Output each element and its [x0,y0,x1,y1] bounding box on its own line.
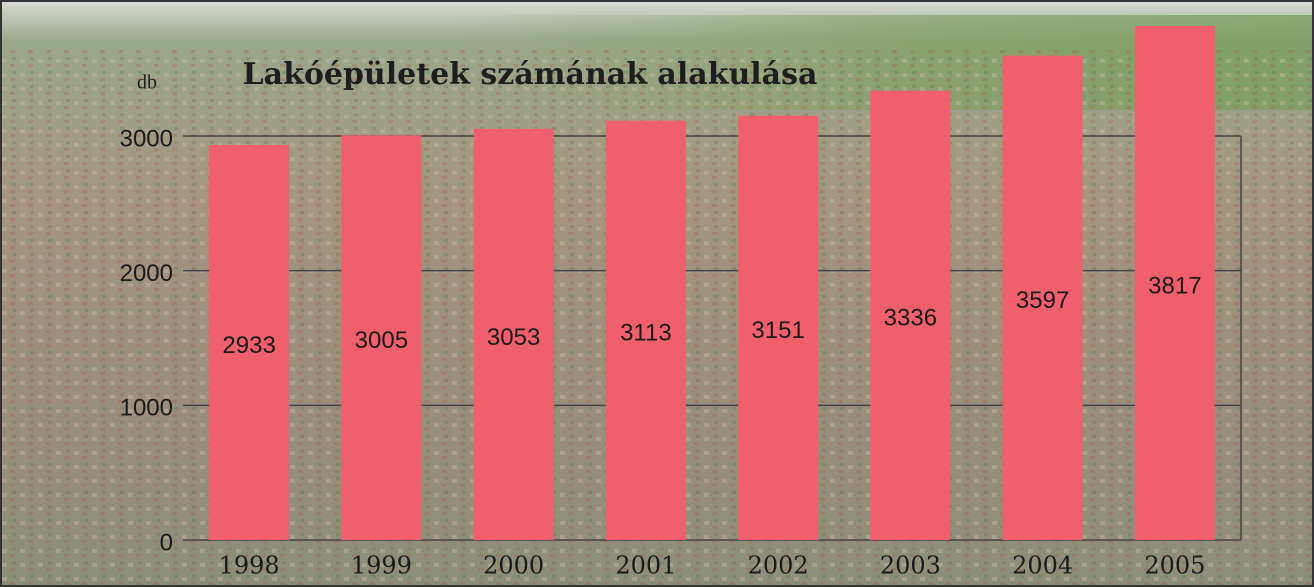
x-tick-label: 2001 [615,552,676,580]
x-tick-label: 2000 [483,552,544,580]
x-tick-label: 1998 [219,552,280,580]
value-label: 3113 [620,320,672,347]
value-label: 3053 [487,324,540,351]
y-tick-label: 3000 [120,125,173,152]
value-label: 3336 [884,305,937,332]
value-label: 3151 [751,317,804,344]
value-label: 3005 [355,327,408,354]
value-label: 2933 [222,332,275,359]
y-axis-label: db [137,72,157,94]
x-tick-label: 1999 [351,552,412,580]
x-tick-label: 2003 [880,552,941,580]
value-label: 3597 [1016,287,1069,314]
chart: Lakóépületek számának alakulása db 0 1000… [0,0,1314,587]
x-tick-label: 2002 [748,552,809,580]
x-tick-label: 2004 [1012,552,1073,580]
chart-title: Lakóépületek számának alakulása [243,57,818,92]
y-tick-label: 0 [160,529,173,556]
y-tick-label: 1000 [120,395,173,422]
value-label: 3817 [1148,272,1201,299]
y-tick-label: 2000 [120,260,173,287]
x-tick-label: 2005 [1144,552,1205,580]
